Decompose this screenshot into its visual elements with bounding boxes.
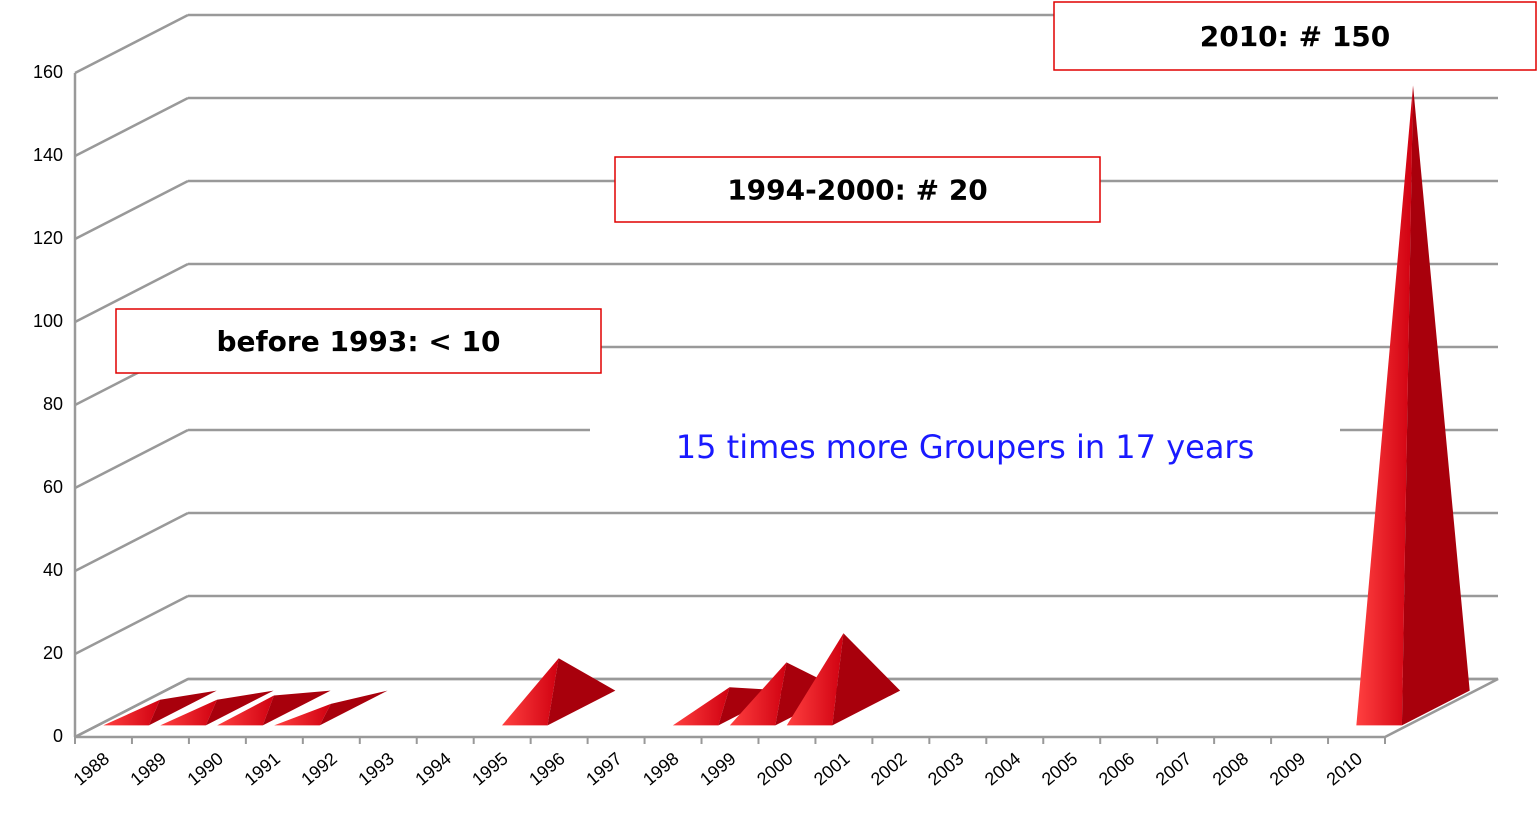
x-tick-label: 2003	[924, 748, 968, 789]
grid-line	[74, 96, 189, 158]
pyramid	[672, 687, 730, 726]
x-tick-label: 1988	[70, 748, 114, 789]
pyramid-shade	[148, 690, 217, 726]
grid-line	[74, 428, 189, 490]
y-tick-label: 0	[53, 726, 63, 746]
x-tick-label: 1995	[468, 748, 512, 789]
x-tick-label: 1994	[411, 748, 455, 789]
grid-line	[74, 511, 189, 573]
x-tick-label: 2008	[1209, 748, 1253, 789]
annotation-box	[614, 156, 1101, 223]
annotation-box	[115, 308, 602, 374]
y-tick-label: 140	[33, 145, 63, 165]
pyramid	[217, 695, 274, 726]
pyramid-shade	[205, 690, 274, 726]
y-tick-label: 100	[33, 311, 63, 331]
x-tick-label: 2009	[1266, 748, 1310, 789]
pyramid	[501, 658, 559, 726]
x-tick-label: 2010	[1323, 748, 1367, 789]
y-tick-label: 60	[43, 477, 63, 497]
x-tick-label: 1989	[127, 748, 171, 789]
floor	[74, 677, 1499, 739]
annotation: 2010: # 150	[1200, 20, 1391, 53]
x-tick-label: 2005	[1038, 748, 1082, 789]
annotation: 1994-2000: # 20	[727, 174, 988, 207]
x-tick-label: 2002	[867, 748, 911, 789]
x-tick-label: 1993	[354, 748, 398, 789]
note: 15 times more Groupers in 17 years	[676, 428, 1255, 466]
pyramid	[729, 662, 787, 726]
x-tick-label: 1991	[240, 748, 284, 789]
grid-line	[74, 179, 189, 241]
x-tick-label: 1999	[696, 748, 740, 789]
y-tick-label: 160	[33, 62, 63, 82]
grid-line	[74, 594, 189, 656]
pyramid-shade	[547, 658, 616, 726]
pyramid-shade	[319, 690, 388, 726]
pyramid	[274, 703, 331, 726]
pyramid-shade	[832, 633, 901, 726]
y-tick-label: 120	[33, 228, 63, 248]
x-tick-label: 1990	[183, 748, 227, 789]
y-tick-label: 20	[43, 643, 63, 663]
x-tick-label: 1996	[525, 748, 569, 789]
x-tick-label: 2006	[1095, 748, 1139, 789]
grid-line	[74, 262, 189, 324]
y-tick-label: 40	[43, 560, 63, 580]
grid-line	[74, 13, 189, 75]
annotation: before 1993: < 10	[216, 325, 500, 358]
pyramid	[103, 699, 160, 726]
x-tick-label: 2000	[753, 748, 797, 789]
pyramid	[160, 699, 217, 726]
pyramid	[786, 633, 844, 726]
note-bg	[590, 420, 1340, 476]
x-tick-label: 1998	[639, 748, 683, 789]
pyramid	[1356, 85, 1414, 726]
annotation-box	[1053, 1, 1537, 71]
x-tick-label: 2001	[810, 748, 854, 789]
x-tick-label: 2007	[1152, 748, 1196, 789]
pyramid-shade	[1401, 85, 1470, 726]
y-tick-label: 80	[43, 394, 63, 414]
pyramid-shade	[262, 690, 331, 726]
x-tick-label: 1997	[582, 748, 626, 789]
x-tick-label: 2004	[981, 748, 1025, 789]
x-tick-label: 1992	[297, 748, 341, 789]
